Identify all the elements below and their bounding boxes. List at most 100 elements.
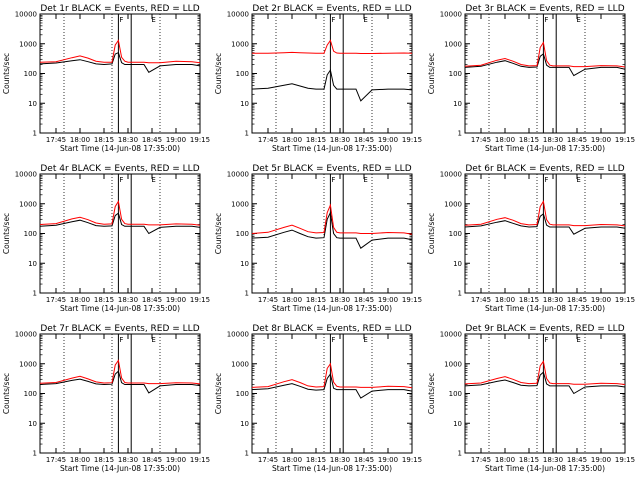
x-tick-label: 18:45 <box>142 136 162 144</box>
flag-label: E <box>151 176 155 184</box>
detector-panel: Det 8r BLACK = Events, RED = LLD 1 10 100 10… <box>214 324 422 473</box>
flag-label: F <box>544 16 548 24</box>
y-axis-label: Counts/sec <box>214 53 223 94</box>
series-line-lld <box>39 39 201 64</box>
x-tick-label: 18:30 <box>118 136 138 144</box>
y-tick-label: 10 <box>28 260 37 268</box>
detector-panel: Det 4r BLACK = Events, RED = LLD 1 10 100 10… <box>2 164 210 313</box>
x-tick-label: 18:30 <box>543 456 563 464</box>
y-axis-label: Counts/sec <box>2 53 11 94</box>
flag-label: F <box>119 16 123 24</box>
x-tick-label: 18:45 <box>354 456 374 464</box>
series-line-lld <box>252 39 413 54</box>
y-tick-label: 1000 <box>444 40 462 48</box>
flag-label: F <box>331 336 335 344</box>
flag-label: F <box>119 336 123 344</box>
x-tick-label: 18:30 <box>543 136 563 144</box>
x-tick-label: 18:45 <box>354 296 374 304</box>
x-tick-label: 19:15 <box>190 136 210 144</box>
detector-panel: Det 3r BLACK = Events, RED = LLD 1 10 100 10… <box>427 4 635 153</box>
x-axis-label: Start Time (14-Jun-08 17:35:00) <box>272 304 392 313</box>
y-axis-label: Counts/sec <box>427 213 436 254</box>
plot-frame <box>251 13 413 134</box>
detector-panel: Det 6r BLACK = Events, RED = LLD 1 10 100 10… <box>427 164 635 313</box>
y-tick-label: 10 <box>453 420 462 428</box>
plot-frame <box>39 173 201 294</box>
detector-panel: Det 1r BLACK = Events, RED = LLD 1 10 100 10… <box>2 4 210 153</box>
x-tick-label: 18:15 <box>306 136 326 144</box>
y-tick-label: 1000 <box>19 200 37 208</box>
series-line-lld <box>251 362 413 389</box>
x-tick-label: 17:45 <box>471 136 491 144</box>
flag-label: F <box>544 336 548 344</box>
y-tick-label: 10 <box>240 100 249 108</box>
y-tick-label: 10 <box>453 100 462 108</box>
x-tick-label: 18:15 <box>94 296 114 304</box>
x-tick-label: 19:00 <box>378 296 398 304</box>
plot-frame <box>464 173 626 294</box>
y-tick-label: 10000 <box>440 331 462 339</box>
x-tick-label: 18:15 <box>519 136 539 144</box>
x-tick-label: 18:30 <box>118 296 138 304</box>
x-tick-label: 19:15 <box>615 456 635 464</box>
detector-panel: Det 5r BLACK = Events, RED = LLD 1 10 100 10… <box>214 164 422 313</box>
y-tick-label: 1000 <box>444 200 462 208</box>
x-tick-label: 18:00 <box>282 456 302 464</box>
y-axis-label: Counts/sec <box>214 213 223 254</box>
panel-title: Det 8r BLACK = Events, RED = LLD <box>252 324 411 334</box>
x-tick-label: 19:15 <box>190 456 210 464</box>
x-tick-label: 19:00 <box>591 296 611 304</box>
flag-label: F <box>331 176 335 184</box>
y-tick-label: 1000 <box>19 40 37 48</box>
y-tick-label: 10 <box>28 100 37 108</box>
x-tick-label: 19:15 <box>402 296 422 304</box>
series-line-events <box>39 212 201 235</box>
x-tick-label: 18:30 <box>543 296 563 304</box>
x-axis-label: Start Time (14-Jun-08 17:35:00) <box>272 464 392 473</box>
flag-label: E <box>576 176 580 184</box>
x-tick-label: 18:00 <box>495 296 515 304</box>
flag-label: E <box>576 336 580 344</box>
plot-frame <box>464 333 626 454</box>
x-tick-label: 18:00 <box>282 136 302 144</box>
y-tick-label: 10 <box>240 260 249 268</box>
panel-title: Det 5r BLACK = Events, RED = LLD <box>252 164 411 174</box>
y-tick-label: 10000 <box>227 171 249 179</box>
x-tick-label: 18:00 <box>495 456 515 464</box>
y-tick-label: 10000 <box>15 171 37 179</box>
x-tick-label: 19:00 <box>166 136 186 144</box>
y-tick-label: 10000 <box>15 331 37 339</box>
y-tick-label: 1 <box>458 290 462 298</box>
panel-title: Det 7r BLACK = Events, RED = LLD <box>40 324 199 334</box>
x-tick-label: 18:15 <box>94 136 114 144</box>
x-tick-label: 18:45 <box>567 456 587 464</box>
series-line-events <box>251 372 413 399</box>
x-tick-label: 19:00 <box>591 456 611 464</box>
y-tick-label: 10000 <box>227 11 249 19</box>
series-line-lld <box>251 203 413 235</box>
x-tick-label: 18:15 <box>519 296 539 304</box>
y-tick-label: 10000 <box>15 11 37 19</box>
y-tick-label: 100 <box>236 70 249 78</box>
series-line-events <box>39 370 201 394</box>
y-tick-label: 10000 <box>227 331 249 339</box>
x-axis-label: Start Time (14-Jun-08 17:35:00) <box>60 464 180 473</box>
y-tick-label: 100 <box>24 390 37 398</box>
x-tick-label: 17:45 <box>258 296 278 304</box>
y-tick-label: 1 <box>33 450 37 458</box>
flag-label: E <box>363 16 367 24</box>
panel-title: Det 3r BLACK = Events, RED = LLD <box>465 4 624 14</box>
plot-frame <box>251 173 413 294</box>
y-axis-label: Counts/sec <box>2 373 11 414</box>
x-tick-label: 17:45 <box>471 296 491 304</box>
x-axis-label: Start Time (14-Jun-08 17:35:00) <box>485 464 605 473</box>
series-line-lld <box>464 41 626 68</box>
series-line-events <box>251 68 413 102</box>
x-tick-label: 19:00 <box>166 296 186 304</box>
x-tick-label: 18:45 <box>142 296 162 304</box>
x-tick-label: 18:30 <box>330 456 350 464</box>
y-tick-label: 1 <box>245 290 249 298</box>
y-tick-label: 1 <box>458 130 462 138</box>
x-tick-label: 18:45 <box>142 456 162 464</box>
